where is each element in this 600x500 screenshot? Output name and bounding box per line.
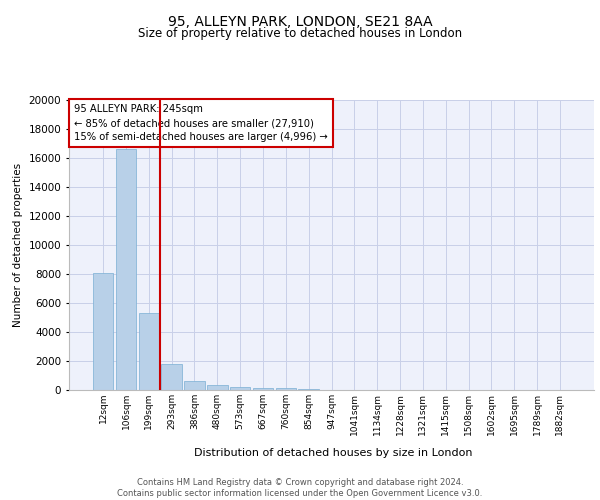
Bar xyxy=(298,388,319,390)
Bar xyxy=(275,388,296,390)
Text: Size of property relative to detached houses in London: Size of property relative to detached ho… xyxy=(138,28,462,40)
Bar xyxy=(161,364,182,390)
Bar xyxy=(93,272,113,390)
Bar xyxy=(139,313,159,390)
Bar xyxy=(184,381,205,390)
Bar xyxy=(230,387,250,390)
Text: Contains HM Land Registry data © Crown copyright and database right 2024.
Contai: Contains HM Land Registry data © Crown c… xyxy=(118,478,482,498)
Bar xyxy=(116,150,136,390)
Text: 95 ALLEYN PARK: 245sqm
← 85% of detached houses are smaller (27,910)
15% of semi: 95 ALLEYN PARK: 245sqm ← 85% of detached… xyxy=(74,104,328,142)
Bar xyxy=(207,385,227,390)
Bar xyxy=(253,388,273,390)
Text: 95, ALLEYN PARK, LONDON, SE21 8AA: 95, ALLEYN PARK, LONDON, SE21 8AA xyxy=(167,15,433,29)
Y-axis label: Number of detached properties: Number of detached properties xyxy=(13,163,23,327)
Text: Distribution of detached houses by size in London: Distribution of detached houses by size … xyxy=(194,448,472,458)
